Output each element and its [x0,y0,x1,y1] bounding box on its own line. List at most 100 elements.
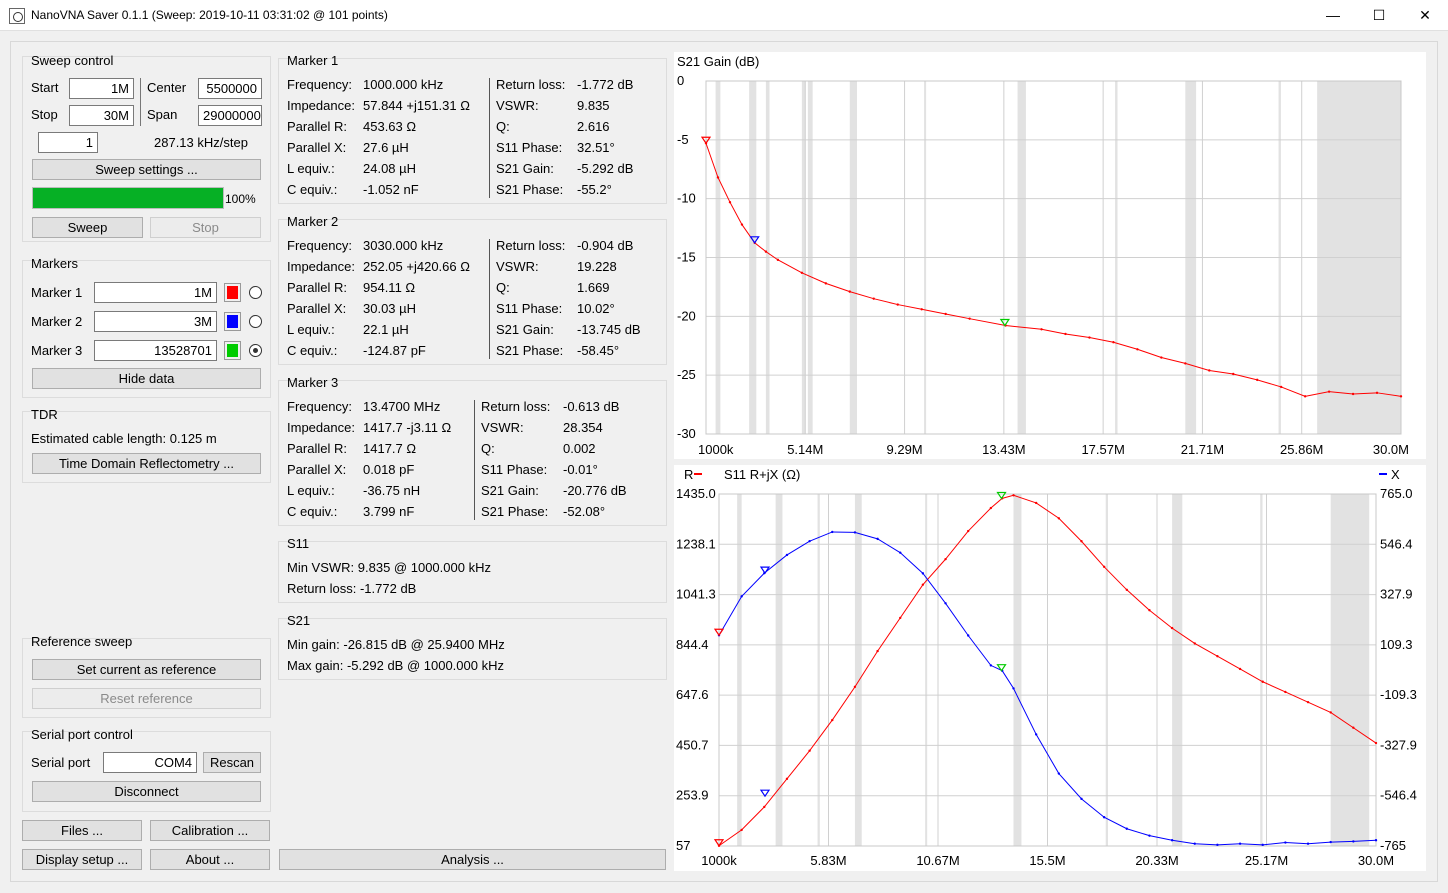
y-left-tick-label: 647.6 [676,687,709,702]
reactance-point [1080,797,1083,801]
ham-band [775,494,783,846]
gain-point [824,282,828,285]
marker-2-left-label: Frequency: [287,238,353,253]
gain-point [1303,395,1307,398]
chart-title: S21 Gain (dB) [677,54,759,69]
resistance-point [989,506,993,510]
marker-3-radio[interactable] [249,344,262,357]
x-tick-label: 25.17M [1245,853,1288,868]
resistance-point [1284,690,1287,694]
resistance-point [1193,642,1196,645]
rescan-button[interactable]: Rescan [203,752,261,773]
serial-port-group [22,731,271,812]
marker-2-radio[interactable] [249,315,262,328]
marker-1-radio[interactable] [249,286,262,299]
resistance-point [1148,609,1151,612]
y-left-tick-label: 1238.1 [676,536,716,551]
x-tick-label: 5.14M [787,442,823,457]
span-input[interactable]: 29000000 [198,105,262,126]
gain-point [1327,390,1331,393]
marker-1-frequency-input[interactable]: 1M [94,282,217,303]
marker-2-right-label: Return loss: [496,238,566,253]
resistance-point [808,749,811,752]
marker-triangle [700,136,712,145]
ham-band [1172,494,1183,846]
serial-port-input[interactable]: COM4 [103,752,197,773]
marker-2-color-swatch [227,315,238,328]
s11-rjx-chart[interactable]: 1435.0 1238.1 1041.3 844.4 647.6 450.7 253.9 57… [674,465,1426,871]
files-button[interactable]: Files ... [22,820,142,841]
gain-point [1112,341,1115,344]
hide-data-button[interactable]: Hide data [32,368,261,389]
about-button[interactable]: About ... [150,849,270,870]
set-reference-button[interactable]: Set current as reference [32,659,261,680]
y-left-tick-label: 57 [676,838,690,853]
title-bar: NanoVNA Saver 0.1.1 (Sweep: 2019-10-11 0… [0,0,1448,31]
resistance-point [831,718,834,722]
reactance-point [808,539,811,543]
tdr-title: TDR [31,407,58,422]
marker-3-right-label: Q: [481,441,495,456]
markers-group [22,260,271,398]
resistance-point [1125,588,1128,591]
calibration-button[interactable]: Calibration ... [150,820,270,841]
x-tick-label: 1000k [698,442,734,457]
resistance-point [1352,726,1355,729]
resistance-point [944,557,947,561]
y-left-tick-label: 253.9 [676,788,709,803]
marker-3-frequency-input[interactable]: 13528701 [94,340,217,361]
reactance-point [785,553,789,557]
marker-1-left-value: -1.052 nF [363,182,419,197]
x-tick-label: 13.43M [982,442,1025,457]
marker-1-left-value: 24.08 µH [363,161,417,176]
resistance-point [1012,494,1015,497]
marker-2-info-title: Marker 2 [287,214,339,229]
reference-sweep-title: Reference sweep [31,634,133,649]
gain-point [944,312,947,316]
disconnect-button[interactable]: Disconnect [32,781,261,802]
marker-1-info-title: Marker 1 [287,53,339,68]
marker-1-left-value: 27.6 µH [363,140,409,155]
start-input[interactable]: 1M [69,78,134,99]
y-tick-label: 0 [677,73,684,88]
marker-3-right-value: -0.01° [563,462,598,477]
marker-1-color-button[interactable] [224,283,241,302]
marker-3-color-button[interactable] [224,341,241,360]
reactance-point [1034,733,1038,736]
chart-title: S11 R+jX (Ω) [724,467,800,482]
marker-3-label: Marker 3 [31,343,83,358]
center-input[interactable]: 5500000 [198,78,262,99]
marker-2-color-button[interactable] [224,312,241,331]
x-tick-label: 20.33M [1135,853,1178,868]
x-tick-label: 25.86M [1280,442,1323,457]
marker-2-right-label: S21 Phase: [496,343,564,358]
minimize-icon[interactable]: — [1326,7,1340,23]
marker-3-left-label: Frequency: [287,399,353,414]
sweep-button[interactable]: Sweep [32,217,143,238]
sweep-control-group [22,56,271,242]
maximize-icon[interactable]: ☐ [1372,7,1386,23]
marker-1-info-group [278,58,667,204]
analysis-button[interactable]: Analysis ... [279,849,666,870]
marker-1-right-label: S21 Gain: [496,161,554,176]
segment-count-input[interactable]: 1 [38,132,98,153]
s21-gain-chart[interactable]: 0 -5 -10 -15 -20 -25 -30 1000k 5.14M 9.29M 13.43M 1… [674,52,1426,459]
marker-2-right-value: -13.745 dB [577,322,641,337]
marker-2-right-label: Q: [496,280,510,295]
stop-button[interactable]: Stop [150,217,261,238]
marker-1-left-value: 57.844 +j151.31 Ω [363,98,470,113]
marker-2-frequency-input[interactable]: 3M [94,311,217,332]
stop-input[interactable]: 30M [69,105,134,126]
marker-1-left-value: 453.63 Ω [363,119,417,134]
window-title: NanoVNA Saver 0.1.1 (Sweep: 2019-10-11 0… [31,8,388,22]
s21-max-gain: Max gain: -5.292 dB @ 1000.000 kHz [287,658,504,673]
sweep-progress-bar [32,187,224,209]
resistance-point [899,616,902,620]
marker-3-info-title: Marker 3 [287,375,339,390]
display-setup-button[interactable]: Display setup ... [22,849,142,870]
x-tick-label: 10.67M [916,853,959,868]
close-icon[interactable]: ✕ [1419,7,1431,23]
reset-reference-button[interactable]: Reset reference [32,688,261,709]
tdr-button[interactable]: Time Domain Reflectometry ... [32,453,261,474]
sweep-settings-button[interactable]: Sweep settings ... [32,159,261,180]
